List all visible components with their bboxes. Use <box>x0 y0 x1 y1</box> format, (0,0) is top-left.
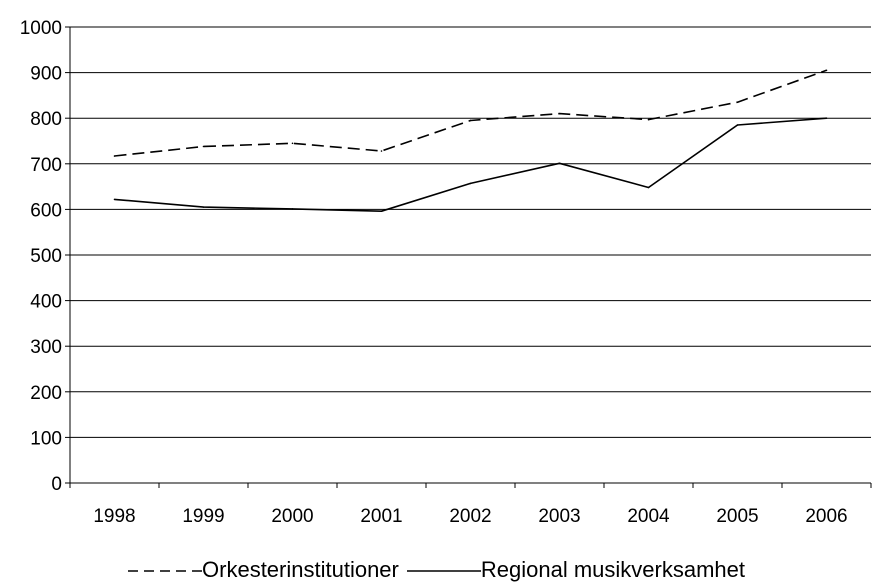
data-point <box>291 142 294 145</box>
gridlines <box>70 26 871 438</box>
x-tick-label: 2000 <box>271 506 313 527</box>
y-tick-label: 500 <box>30 246 62 267</box>
data-point <box>736 124 739 126</box>
x-tick-label: 2005 <box>716 506 758 527</box>
legend-swatch-solid <box>406 570 481 572</box>
y-tick-label: 900 <box>30 64 62 85</box>
legend-label-regional-musikverksamhet: Regional musikverksamhet <box>480 557 745 582</box>
x-tick-label: 2002 <box>449 506 491 527</box>
data-point <box>825 117 828 119</box>
x-tick-label: 2001 <box>360 506 402 527</box>
data-point <box>558 162 561 165</box>
data-point <box>736 101 739 104</box>
legend: Orkesterinstitutioner Regional musikverk… <box>0 556 873 584</box>
data-point <box>647 186 650 189</box>
data-point <box>469 182 472 185</box>
data-point <box>202 206 205 208</box>
series-line-regional-musikverksamhet <box>114 117 827 212</box>
x-tick-label: 2003 <box>538 506 580 527</box>
series-line-orkesterinstitutioner <box>114 69 827 157</box>
data-point <box>113 155 116 157</box>
x-axis: 1998 1999 2000 2001 2002 2003 2004 2005 2006 <box>69 482 872 527</box>
x-tick-label: 2004 <box>627 506 670 527</box>
data-point <box>291 208 294 210</box>
legend-swatch-dashed <box>128 570 203 572</box>
series-lines <box>113 69 828 213</box>
data-point <box>202 145 205 148</box>
data-point <box>558 112 561 115</box>
y-tick-label: 100 <box>30 428 62 449</box>
y-tick-label: 600 <box>30 200 62 221</box>
legend-item-regional-musikverksamhet: Regional musikverksamhet <box>406 557 745 583</box>
data-point <box>647 118 650 121</box>
data-point <box>380 210 383 213</box>
data-point <box>825 69 828 72</box>
data-point <box>380 150 383 152</box>
x-tick-label: 1998 <box>93 506 135 527</box>
data-point <box>113 198 116 201</box>
legend-label-orkesterinstitutioner: Orkesterinstitutioner <box>202 557 399 582</box>
x-tick-label: 1999 <box>182 506 224 527</box>
y-tick-label: 0 <box>51 474 62 495</box>
y-tick-label: 700 <box>30 155 62 176</box>
legend-item-orkesterinstitutioner: Orkesterinstitutioner <box>128 557 399 583</box>
y-axis: 0 100 200 300 400 500 600 700 800 900 1000 <box>20 18 71 495</box>
y-tick-label: 1000 <box>20 18 62 39</box>
y-tick-label: 200 <box>30 383 62 404</box>
data-point <box>469 119 472 122</box>
y-tick-label: 300 <box>30 337 62 358</box>
y-tick-label: 400 <box>30 292 62 313</box>
x-tick-label: 2006 <box>805 506 847 527</box>
y-tick-label: 800 <box>30 109 62 130</box>
